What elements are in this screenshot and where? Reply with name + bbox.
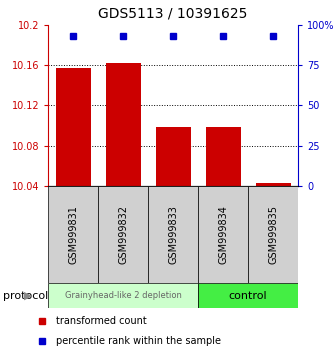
Bar [256,183,290,186]
Text: protocol: protocol [3,291,49,301]
Bar [106,63,141,186]
Bar [198,283,298,308]
Bar [206,127,241,186]
Bar [198,186,248,283]
Title: GDS5113 / 10391625: GDS5113 / 10391625 [99,7,248,21]
Bar [56,68,91,186]
Text: GSM999835: GSM999835 [268,205,278,264]
Text: control: control [229,291,267,301]
Text: Grainyhead-like 2 depletion: Grainyhead-like 2 depletion [65,291,181,300]
Bar [156,127,191,186]
Bar [248,186,298,283]
Text: GSM999832: GSM999832 [118,205,128,264]
Text: transformed count: transformed count [56,316,147,326]
Text: GSM999833: GSM999833 [168,205,178,264]
Text: percentile rank within the sample: percentile rank within the sample [56,336,220,346]
Bar [98,186,148,283]
Text: ▶: ▶ [24,291,33,301]
Bar [48,283,198,308]
Text: GSM999834: GSM999834 [218,205,228,264]
Bar [48,186,98,283]
Bar [148,186,198,283]
Text: GSM999831: GSM999831 [68,205,78,264]
